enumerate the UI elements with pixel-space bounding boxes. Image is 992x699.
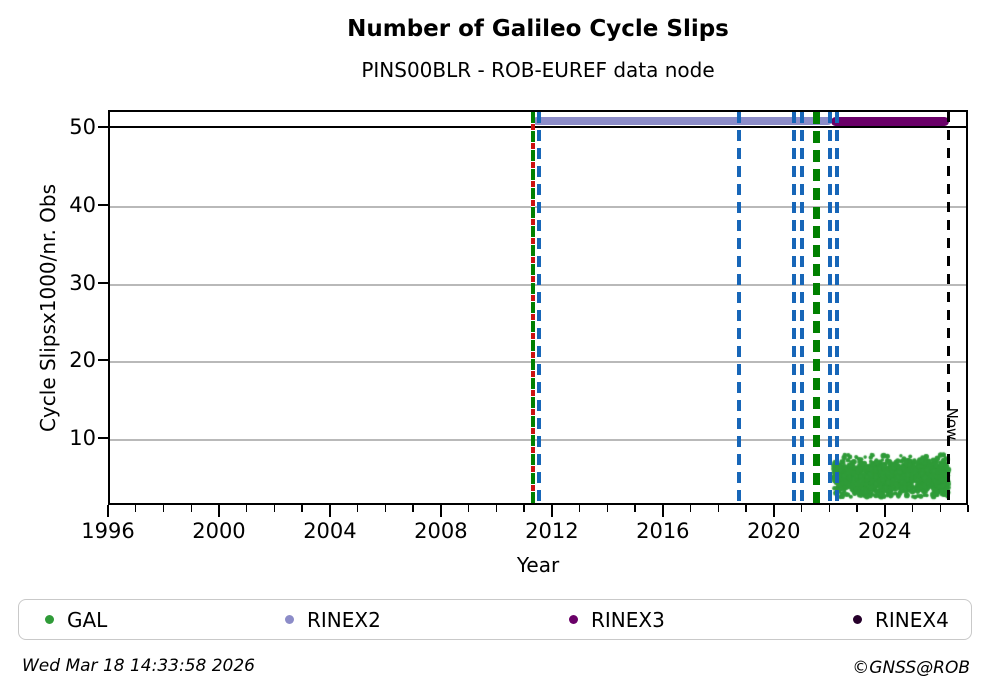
legend-dot-rinex3-icon — [569, 615, 578, 624]
legend-label-gal: GAL — [67, 607, 108, 632]
y-tick-label-10: 10 — [69, 426, 96, 451]
y-tick-40 — [98, 203, 108, 206]
x-minor-tick — [384, 505, 387, 512]
y-tick-30 — [98, 281, 108, 284]
x-minor-tick — [356, 505, 359, 512]
legend-item-rinex2: RINEX2 — [285, 600, 381, 639]
x-tick-label-2004: 2004 — [303, 519, 357, 543]
x-minor-tick — [246, 505, 248, 512]
vline-blue-3 — [791, 112, 796, 503]
x-tick-2016 — [661, 505, 664, 517]
x-minor-tick — [828, 505, 830, 512]
x-tick-label-2012: 2012 — [525, 519, 579, 543]
x-tick-label-2008: 2008 — [414, 519, 468, 543]
legend-item-rinex3: RINEX3 — [569, 600, 665, 639]
x-minor-tick — [578, 505, 581, 512]
plot-area — [108, 110, 968, 505]
y-tick-20 — [98, 359, 108, 362]
x-minor-tick — [273, 505, 276, 512]
x-tick-label-2020: 2020 — [747, 519, 801, 543]
x-tick-2000 — [217, 505, 220, 517]
vline-now — [946, 112, 950, 503]
x-tick-2012 — [550, 505, 553, 517]
legend-label-rinex4: RINEX4 — [875, 607, 949, 632]
legend-box: GAL RINEX2 RINEX3 RINEX4 — [18, 599, 972, 640]
y-tick-label-20: 20 — [69, 348, 96, 373]
chart-title: Number of Galileo Cycle Slips — [347, 16, 729, 42]
legend-item-rinex4: RINEX4 — [853, 600, 949, 639]
y-tick-50 — [98, 126, 108, 129]
legend-label-rinex2: RINEX2 — [307, 607, 381, 632]
vline-blue-1 — [536, 112, 541, 503]
x-minor-tick — [939, 505, 941, 512]
chart-subtitle: PINS00BLR - ROB-EUREF data node — [361, 58, 715, 82]
x-tick-label-1996: 1996 — [81, 519, 135, 543]
legend-dot-gal-icon — [45, 615, 54, 624]
x-minor-tick — [523, 505, 525, 512]
y-tick-label-30: 30 — [69, 270, 96, 295]
vline-blue-2 — [736, 112, 741, 503]
vline-greenthick-5 — [813, 112, 821, 503]
x-minor-tick — [467, 505, 470, 512]
y-tick-label-50: 50 — [69, 115, 96, 140]
x-minor-tick — [717, 505, 719, 512]
x-minor-tick — [967, 505, 969, 512]
vline-blue-6 — [827, 112, 832, 503]
x-minor-tick — [162, 505, 165, 512]
x-minor-tick — [911, 505, 914, 512]
now-label: Now — [943, 407, 961, 441]
x-minor-tick — [745, 505, 747, 512]
x-tick-2008 — [439, 505, 442, 517]
x-axis-title: Year — [516, 553, 560, 577]
x-minor-tick — [190, 505, 192, 512]
x-minor-tick — [634, 505, 636, 512]
vline-blue-7 — [834, 112, 839, 503]
x-tick-label-2016: 2016 — [636, 519, 690, 543]
legend-label-rinex3: RINEX3 — [591, 607, 665, 632]
x-minor-tick — [689, 505, 692, 512]
x-tick-label-2000: 2000 — [192, 519, 246, 543]
legend-dot-rinex2-icon — [285, 615, 294, 624]
credit-text: ©GNSS@ROB — [852, 658, 970, 678]
x-tick-2024 — [883, 505, 886, 517]
x-tick-2020 — [772, 505, 775, 517]
x-tick-1996 — [107, 505, 109, 517]
legend-dot-rinex4-icon — [853, 615, 862, 624]
x-tick-2004 — [328, 505, 331, 517]
x-minor-tick — [412, 505, 414, 512]
y-tick-10 — [98, 437, 108, 440]
vline-blue-4 — [799, 112, 804, 503]
x-minor-tick — [800, 505, 803, 512]
x-minor-tick — [135, 505, 137, 512]
timestamp-text: Wed Mar 18 14:33:58 2026 — [22, 656, 255, 676]
x-minor-tick — [606, 505, 609, 512]
x-minor-tick — [301, 505, 303, 512]
x-tick-label-2024: 2024 — [858, 519, 912, 543]
y-tick-label-40: 40 — [69, 192, 96, 217]
y-axis-title: Cycle Slipsx1000/nr. Obs — [36, 183, 60, 433]
x-minor-tick — [495, 505, 498, 512]
x-minor-tick — [856, 505, 858, 512]
legend-item-gal: GAL — [45, 600, 107, 639]
vline-greenred-0 — [530, 112, 535, 503]
